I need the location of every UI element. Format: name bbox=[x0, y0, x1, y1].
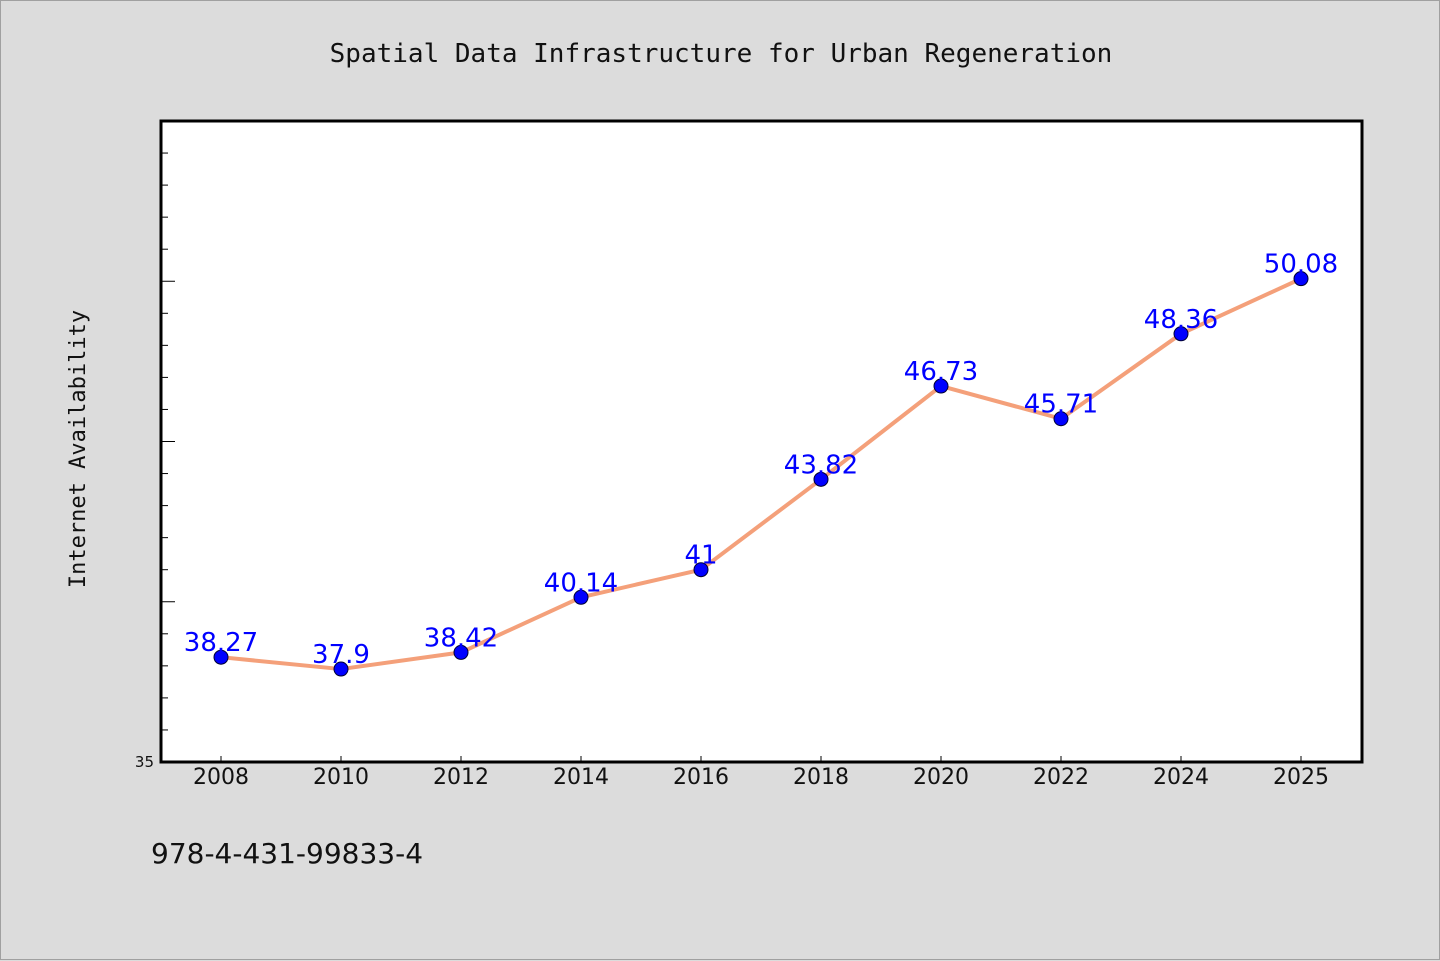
data-label: 45.71 bbox=[1024, 390, 1098, 420]
data-point bbox=[693, 562, 709, 578]
x-tick-label: 2016 bbox=[673, 765, 729, 790]
data-label: 38.27 bbox=[184, 628, 258, 658]
x-tick-label: 2008 bbox=[193, 765, 249, 790]
y-tick-label: 35 bbox=[135, 753, 154, 771]
x-tick-label: 2012 bbox=[433, 765, 489, 790]
x-ticks: 2008 2010 2012 2014 2016 2018 2020 2022 2024 2025 bbox=[193, 756, 1329, 790]
x-tick-label: 2020 bbox=[913, 765, 969, 790]
x-tick-label: 2024 bbox=[1153, 765, 1209, 790]
y-ticks bbox=[161, 152, 175, 731]
isbn-footer: 978-4-431-99833-4 bbox=[151, 837, 423, 870]
data-point bbox=[1053, 411, 1069, 427]
x-tick-label: 2025 bbox=[1273, 765, 1329, 790]
data-point bbox=[453, 644, 469, 660]
data-label: 38.42 bbox=[424, 623, 498, 653]
x-tick-label: 2022 bbox=[1033, 765, 1089, 790]
y-axis-label: Internet Availability bbox=[66, 310, 91, 588]
data-point bbox=[813, 471, 829, 487]
data-point bbox=[213, 649, 229, 665]
data-point bbox=[333, 661, 349, 677]
series-line bbox=[219, 276, 1303, 672]
data-point bbox=[1173, 326, 1189, 342]
data-label: 48.36 bbox=[1144, 305, 1218, 335]
plot-area bbox=[159, 119, 1364, 764]
data-label: 40.14 bbox=[544, 568, 618, 598]
data-label: 46.73 bbox=[904, 357, 978, 387]
chart-title: Spatial Data Infrastructure for Urban Re… bbox=[330, 39, 1113, 69]
data-label: 41 bbox=[684, 541, 717, 571]
data-label: 37.9 bbox=[312, 640, 370, 670]
series-group bbox=[213, 271, 1309, 677]
x-tick-label: 2010 bbox=[313, 765, 369, 790]
x-tick-label: 2014 bbox=[553, 765, 609, 790]
data-label: 43.82 bbox=[784, 450, 858, 480]
data-point bbox=[1293, 271, 1309, 287]
data-labels: 38.27 37.9 38.42 40.14 41 43.82 46.73 45.71 48.3… bbox=[184, 250, 1338, 670]
data-point bbox=[933, 378, 949, 394]
data-label: 50.08 bbox=[1264, 250, 1338, 280]
data-point bbox=[573, 589, 589, 605]
x-tick-label: 2018 bbox=[793, 765, 849, 790]
